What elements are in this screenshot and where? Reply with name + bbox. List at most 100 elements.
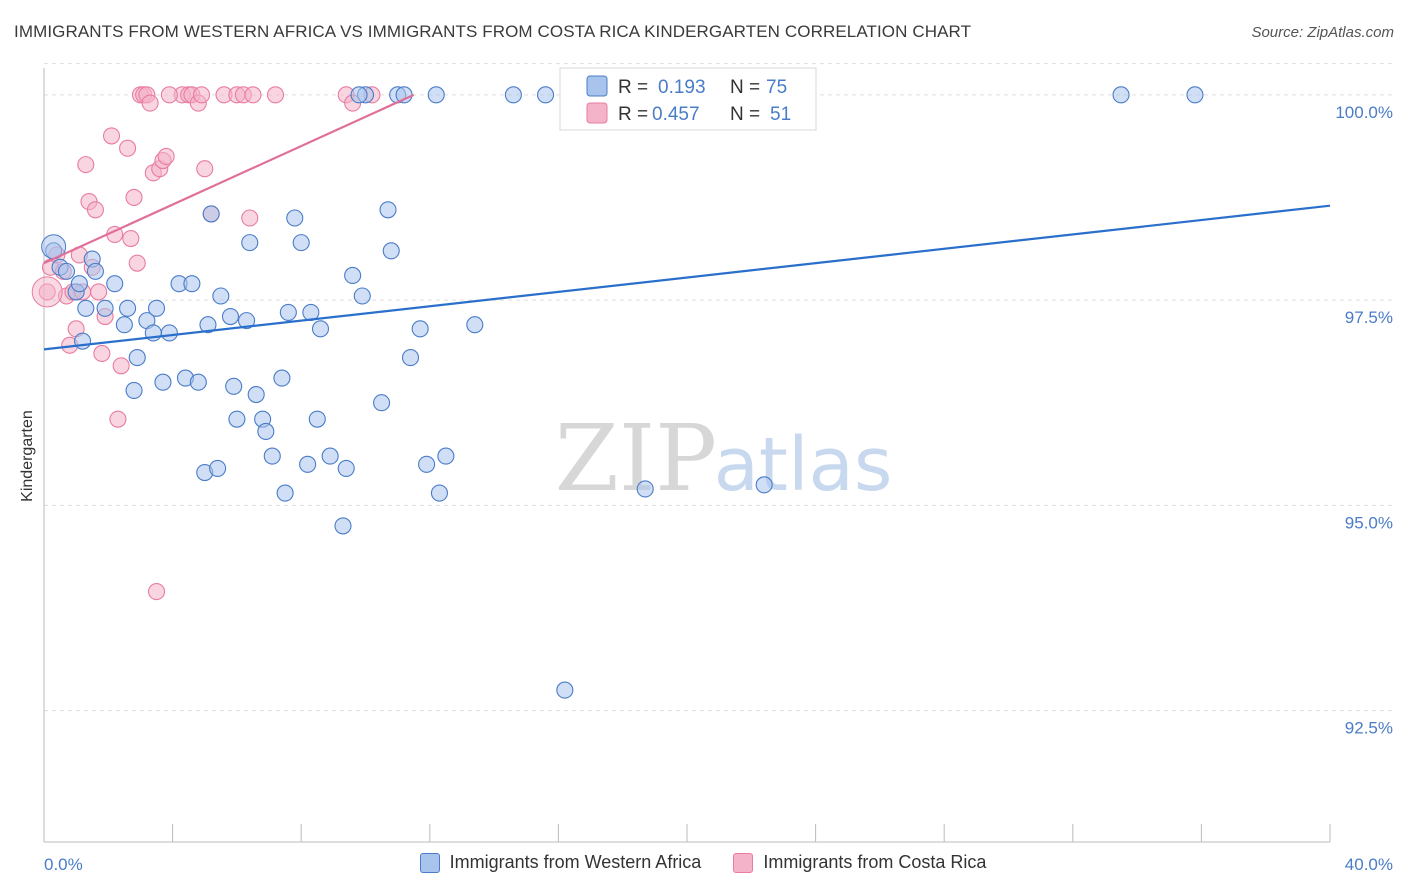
data-point [437,447,455,465]
y-tick-label: 95.0% [1345,513,1393,532]
legend-swatch-costa-rica [733,852,754,873]
chart-title: IMMIGRANTS FROM WESTERN AFRICA VS IMMIGR… [14,22,972,41]
data-point [344,266,362,285]
legend-n-value-blue: 75 [766,77,787,98]
legend-swatch-pink [586,102,608,124]
x-tick-label-min: 0.0% [44,855,83,874]
axes [43,68,1331,843]
data-point [115,316,133,334]
data-point [160,86,178,104]
data-point [353,287,371,305]
x-tick-labels: 0.0% 40.0% [44,855,1393,874]
data-point [202,205,220,223]
series-legend: Immigrants from Western Africa Immigrant… [0,852,1406,873]
data-point [199,316,217,334]
data-point [556,681,574,699]
data-point [125,381,143,399]
data-point [299,455,317,473]
legend-swatch-blue [586,75,608,97]
data-point [189,373,207,391]
source-label: Source: ZipAtlas.com [1251,24,1394,41]
data-point [160,324,178,342]
data-point [147,583,166,601]
data-point [225,377,243,395]
gridlines [44,63,1393,712]
data-point-cluster [31,276,63,308]
data-point [183,275,201,293]
data-point [77,156,95,174]
y-tick-label: 92.5% [1345,719,1393,738]
data-point [125,188,143,207]
data-point [141,94,159,112]
data-point [109,410,127,428]
watermark-zip: ZIP [555,405,717,512]
data-point [263,447,281,465]
trend-line-costa-rica [43,93,415,265]
legend-n-value-pink: 51 [770,104,791,125]
data-point [212,287,230,305]
legend-r-value-pink: 0.457 [652,104,700,125]
data-point [337,459,355,477]
data-point [128,349,146,367]
data-point [192,86,211,104]
legend-item-western-africa: Immigrants from Western Africa [419,852,702,873]
legend-label-costa-rica: Immigrants from Costa Rica [763,852,987,872]
data-point [96,299,114,317]
data-point [77,299,95,317]
data-point [154,373,172,391]
legend-label-western-africa: Immigrants from Western Africa [449,852,702,872]
data-point [427,86,445,104]
data-point [536,86,555,104]
data-point [1186,86,1204,104]
data-point [292,234,310,252]
data-point [266,86,285,104]
data-point [196,160,214,178]
legend-n-label-blue: N = [730,77,760,98]
data-point [241,234,259,252]
data-point [286,209,304,227]
x-tick-label-max: 40.0% [1345,855,1393,874]
data-point [466,316,484,334]
data-point [221,307,240,326]
data-point [379,201,397,219]
data-point [106,275,124,293]
data-point [279,303,297,321]
data-point [334,517,352,535]
data-point [147,299,166,317]
data-point [237,312,256,330]
data-point [311,320,330,338]
watermark-atlas: atlas [714,422,893,508]
trend-line-western-africa [43,204,1331,351]
data-point [57,262,76,280]
data-point [244,86,262,104]
legend-r-value-blue: 0.193 [658,77,706,98]
data-point [86,201,104,219]
data-point [119,299,137,317]
data-point [119,139,137,157]
data-point [257,422,275,441]
y-tick-labels: 92.5% 95.0% 97.5% 100.0% [1335,103,1393,738]
data-point [401,349,420,367]
data-point [276,484,294,502]
legend-swatch-western-africa [419,852,440,873]
data-point [241,209,259,227]
data-point [228,410,246,428]
data-point [418,455,436,473]
legend-item-costa-rica: Immigrants from Costa Rica [733,852,986,873]
data-point [157,147,175,165]
data-point [350,86,368,104]
data-point [209,459,227,477]
data-point [112,357,130,375]
watermark: ZIP atlas [555,405,893,512]
stats-legend: R = 0.193 N = 75 R = 0.457 N = 51 [559,67,817,131]
data-point [382,242,400,260]
data-point [93,344,111,363]
data-point [636,480,654,498]
data-point [247,385,265,404]
legend-r-label-pink: R = [618,104,648,125]
trend-lines [43,93,1331,351]
series-western-africa-points [41,86,1204,699]
data-point [411,320,429,338]
data-point [395,86,413,104]
data-point [128,254,146,272]
